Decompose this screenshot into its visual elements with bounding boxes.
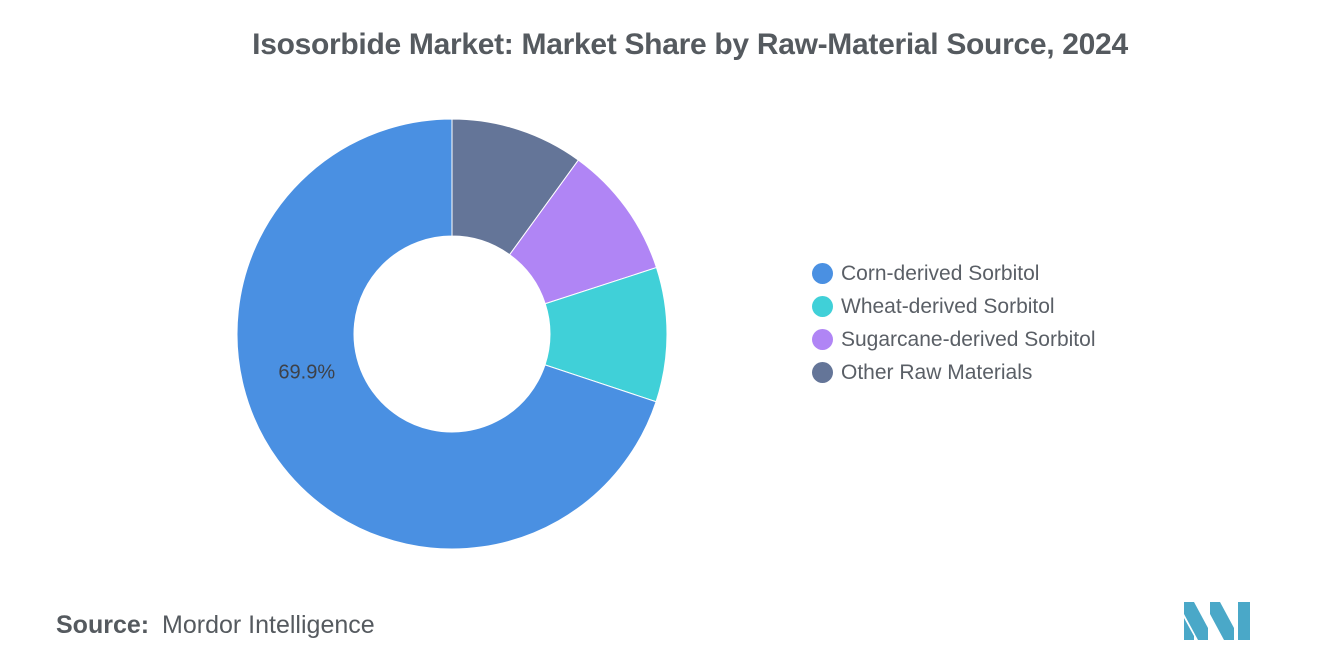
legend-label: Wheat-derived Sorbitol	[841, 294, 1055, 318]
source-note: Source: Mordor Intelligence	[56, 611, 375, 640]
legend-item-corn-derived-sorbitol: Corn-derived Sorbitol	[812, 257, 1095, 290]
legend-swatch	[812, 362, 833, 383]
legend-swatch	[812, 329, 833, 350]
legend-label: Other Raw Materials	[841, 360, 1033, 384]
legend-item-other-raw-materials: Other Raw Materials	[812, 356, 1095, 389]
mordor-intelligence-logo-icon	[1184, 602, 1250, 640]
source-label: Source:	[56, 611, 150, 639]
source-value: Mordor Intelligence	[162, 611, 375, 639]
logo-shape-left-foot	[1184, 618, 1194, 640]
legend-item-wheat-derived-sorbitol: Wheat-derived Sorbitol	[812, 290, 1095, 323]
legend-label: Corn-derived Sorbitol	[841, 261, 1040, 285]
legend-label: Sugarcane-derived Sorbitol	[841, 327, 1096, 351]
logo-shape-middle	[1210, 602, 1234, 640]
logo-shape-right	[1238, 602, 1250, 640]
legend-swatch	[812, 296, 833, 317]
donut-slices	[236, 118, 668, 550]
legend-item-sugarcane-derived-sorbitol: Sugarcane-derived Sorbitol	[812, 323, 1095, 356]
donut-labels: 69.9%	[278, 362, 335, 384]
chart-title: Isosorbide Market: Market Share by Raw-M…	[252, 28, 1128, 61]
logo-shape-left	[1184, 602, 1208, 640]
chart-legend: Corn-derived Sorbitol Wheat-derived Sorbi…	[812, 257, 1095, 389]
legend-swatch	[812, 263, 833, 284]
slice-corn-derived-sorbitol	[236, 118, 657, 550]
data-label-corn-derived-sorbitol: 69.9%	[278, 362, 335, 384]
